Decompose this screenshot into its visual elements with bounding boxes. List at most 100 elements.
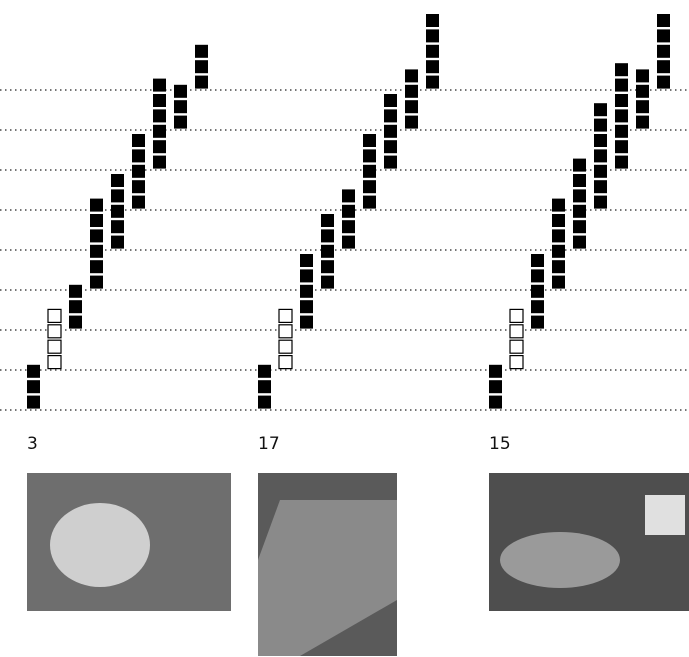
square-column (615, 63, 628, 169)
square-column (384, 94, 397, 169)
square (426, 75, 439, 89)
square (426, 60, 439, 74)
square (153, 94, 166, 107)
square (594, 134, 607, 147)
square (552, 198, 565, 212)
square (509, 308, 524, 323)
square (594, 103, 607, 117)
square (278, 308, 293, 323)
square (531, 300, 544, 314)
square (573, 174, 586, 187)
square (132, 149, 145, 163)
square (489, 380, 502, 394)
square (636, 69, 649, 83)
square-column (657, 14, 670, 89)
square (90, 229, 103, 243)
square (426, 14, 439, 27)
square-column (531, 254, 544, 329)
photo-detail (258, 500, 397, 656)
square (47, 355, 62, 370)
square (300, 300, 313, 314)
square (509, 339, 524, 354)
square-column (594, 103, 607, 209)
square (531, 315, 544, 329)
square (27, 395, 40, 409)
square-column (300, 254, 313, 329)
square (573, 158, 586, 172)
photo-detail (50, 503, 150, 587)
square (153, 109, 166, 123)
square (615, 94, 628, 107)
square (573, 204, 586, 218)
square-column (27, 364, 40, 409)
square (90, 244, 103, 258)
square-column (552, 198, 565, 289)
photo-detail (645, 495, 685, 535)
square (531, 254, 544, 267)
square (384, 94, 397, 107)
square (258, 395, 271, 409)
square (300, 269, 313, 283)
square (132, 164, 145, 178)
square (321, 229, 334, 243)
square (195, 60, 208, 74)
square (594, 180, 607, 194)
square (342, 235, 355, 249)
square (111, 204, 124, 218)
square (657, 44, 670, 58)
square-column (405, 69, 418, 129)
group-label: 15 (489, 434, 511, 454)
guide-lines (0, 89, 689, 411)
square (342, 220, 355, 234)
square (615, 78, 628, 92)
square (552, 244, 565, 258)
square-column (47, 308, 62, 370)
square-column (426, 14, 439, 89)
square (384, 140, 397, 154)
square (384, 124, 397, 138)
square (615, 63, 628, 77)
square (615, 109, 628, 123)
square (594, 118, 607, 132)
square (153, 78, 166, 92)
square (615, 155, 628, 169)
square (615, 124, 628, 138)
square (300, 254, 313, 267)
square-column (132, 134, 145, 209)
square-column (174, 84, 187, 129)
square (657, 60, 670, 74)
square (342, 204, 355, 218)
square (426, 44, 439, 58)
square (321, 275, 334, 289)
square (69, 284, 82, 298)
square-column (321, 214, 334, 289)
square (426, 29, 439, 43)
square (69, 300, 82, 314)
square (342, 189, 355, 203)
square (174, 115, 187, 129)
square (132, 195, 145, 209)
square (489, 395, 502, 409)
square (278, 355, 293, 370)
square (573, 189, 586, 203)
square (47, 339, 62, 354)
square-column (509, 308, 524, 370)
square (69, 315, 82, 329)
square (90, 214, 103, 227)
square-column (258, 364, 271, 409)
square-column (363, 134, 376, 209)
square (363, 195, 376, 209)
square (384, 155, 397, 169)
square (405, 100, 418, 114)
square (636, 84, 649, 98)
square (657, 29, 670, 43)
group-label: 17 (258, 434, 280, 454)
square (552, 214, 565, 227)
square-column (69, 284, 82, 329)
square-column (278, 308, 293, 370)
square (111, 235, 124, 249)
square (405, 84, 418, 98)
square (657, 75, 670, 89)
square (111, 189, 124, 203)
